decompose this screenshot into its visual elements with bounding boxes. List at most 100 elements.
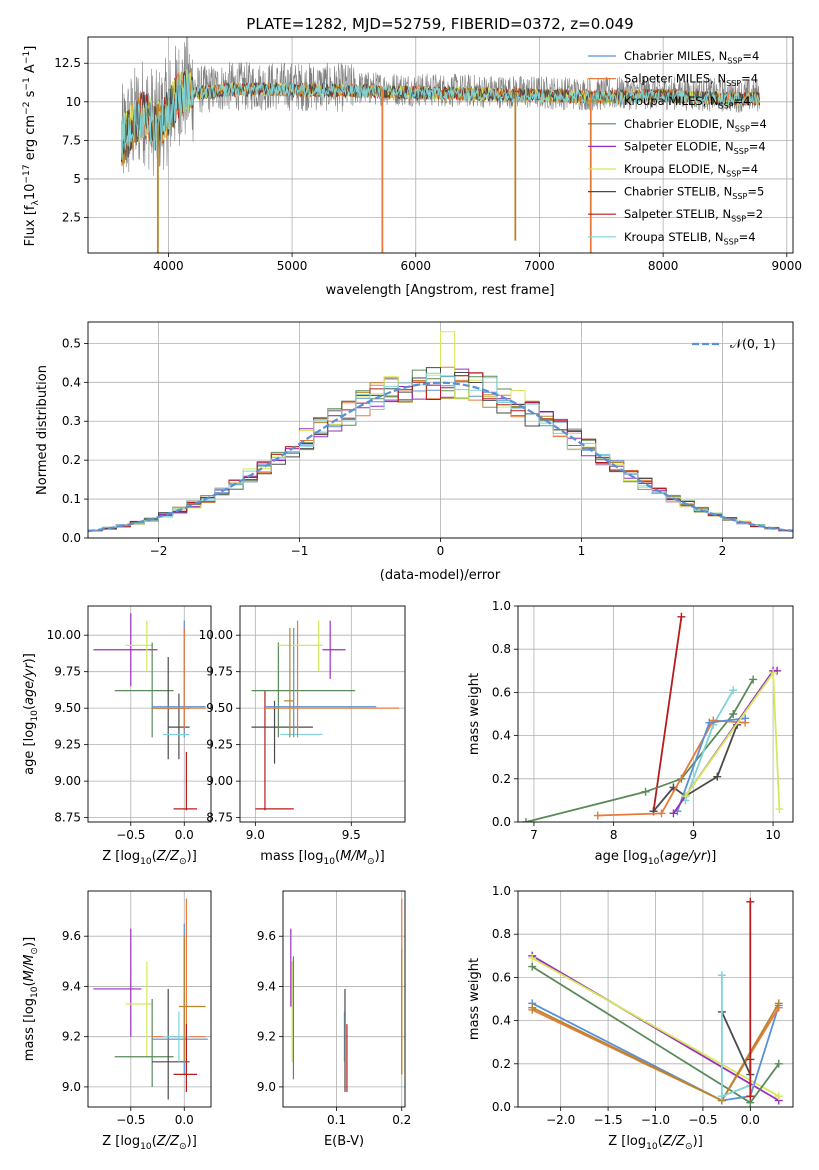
series-marker [769, 668, 778, 677]
series-line [531, 1002, 780, 1102]
x-axis-label: Z [log10​(Z/Z⊙​)] [608, 1134, 703, 1152]
y-tick-label: 9.00 [54, 774, 81, 788]
y-axis-label: Normed distribution [35, 365, 50, 495]
y-tick-label: 0.3 [62, 414, 81, 428]
y-tick-label: 9.00 [206, 774, 233, 788]
axes-frame [282, 890, 406, 1108]
axes-frame [87, 36, 794, 254]
series-marker [717, 971, 726, 980]
y-tick-label: 9.6 [62, 929, 81, 943]
y-tick-label: 0.2 [62, 453, 81, 467]
y-tick-label: 10.00 [199, 628, 233, 642]
axes-frame [517, 890, 794, 1108]
x-axis-label: Z [log10​(Z/Z⊙​)] [102, 849, 197, 867]
axes-frame [87, 605, 212, 823]
y-tick-label: 0.4 [492, 1014, 511, 1028]
y-tick-label: 7.5 [62, 133, 81, 147]
legend-label: Kroupa MILES, NSSP​=4 [624, 94, 751, 110]
plot-area-age_vs_mass [251, 620, 400, 811]
x-tick-label: 10 [765, 828, 780, 842]
plot-area-massweight_vs_age [521, 612, 784, 822]
x-tick-label: 0.0 [175, 828, 194, 842]
series-line [652, 724, 739, 812]
y-tick-label: 9.4 [62, 979, 81, 993]
series-marker [729, 710, 738, 718]
y-tick-label: 0.4 [62, 375, 81, 389]
x-axis-label: mass [log10​(M/M⊙​)] [260, 849, 384, 867]
legend-label: Kroupa STELIB, NSSP​=4 [624, 230, 756, 246]
x-tick-label: 2 [719, 544, 727, 558]
legend-label: Salpeter MILES, NSSP​=4 [624, 72, 758, 88]
x-tick-label: 9.5 [342, 828, 361, 842]
y-tick-label: 9.75 [54, 665, 81, 679]
x-axis-label: Z [log10​(Z/Z⊙​)] [102, 1134, 197, 1152]
y-tick-label: 0.0 [62, 531, 81, 545]
series-marker [669, 809, 678, 818]
x-tick-label: 1 [578, 544, 586, 558]
x-tick-label: 0.0 [741, 1113, 760, 1127]
y-tick-label: 9.6 [257, 929, 276, 943]
y-tick-label: 9.75 [206, 665, 233, 679]
legend-label: Kroupa ELODIE, NSSP​=4 [624, 162, 758, 178]
series-marker [677, 612, 686, 621]
x-tick-label: −0.5 [688, 1113, 717, 1127]
x-tick-label: 6000 [400, 259, 431, 273]
panel-massweight_vs_Z: −2.0 −1.5 −1.0 −0.5 0.0 0.0 0.2 0.4 0.6 0.8 1.0 Z [… [467, 884, 794, 1152]
series-marker [774, 1092, 783, 1101]
y-tick-label: 0.4 [492, 729, 511, 743]
y-tick-label: 1.0 [492, 884, 511, 898]
x-tick-label: −1.0 [641, 1113, 670, 1127]
panel-mass_vs_Z: −0.5 0.0 9.0 9.2 9.4 9.6 Z [log10​(Z/Z⊙​)] mass… [22, 890, 212, 1152]
y-tick-label: 0.8 [492, 642, 511, 656]
y-tick-label: 0.0 [492, 815, 511, 829]
x-tick-label: −2.0 [546, 1113, 575, 1127]
y-tick-label: 0.8 [492, 927, 511, 941]
y-tick-label: 0.0 [492, 1100, 511, 1114]
y-tick-label: 0.6 [492, 685, 511, 699]
legend-label: Chabrier MILES, NSSP​=4 [624, 49, 759, 65]
y-tick-label: 9.2 [62, 1030, 81, 1044]
series-marker [641, 787, 650, 796]
x-tick-label: 0.0 [175, 1113, 194, 1127]
series-marker [521, 818, 530, 822]
series-line [652, 616, 683, 812]
series-marker [746, 1092, 755, 1101]
series-marker [749, 675, 758, 684]
x-axis-label: age [log10​(age/yr)] [595, 849, 717, 867]
y-tick-label: 9.25 [206, 738, 233, 752]
plot-area-spectrum [120, 37, 761, 253]
panel-mass_vs_EBV: 0.1 0.2 9.0 9.2 9.4 9.6 E(B-V) [257, 890, 411, 1149]
plot-area-mass_vs_Z [93, 898, 208, 1100]
x-tick-label: 9.0 [246, 828, 265, 842]
series-marker [741, 714, 750, 723]
panel-age_vs_mass: 9.0 9.5 8.75 9.00 9.25 9.50 9.75 10.00 mass [log… [199, 605, 406, 867]
series-marker [729, 686, 738, 695]
x-tick-label: −2 [150, 544, 168, 558]
series-marker [593, 811, 602, 820]
x-tick-label: −1.5 [594, 1113, 623, 1127]
x-tick-label: 9 [690, 828, 698, 842]
y-axis-label: age [log10​(age/yr)] [22, 653, 40, 775]
y-axis-label: mass [log10​(M/M⊙​)] [22, 937, 40, 1061]
y-tick-label: 1.0 [492, 599, 511, 613]
legend-label: Chabrier STELIB, NSSP​=5 [624, 185, 764, 201]
axes-frame [517, 605, 794, 823]
axes-frame [87, 321, 794, 539]
y-tick-label: 0.2 [492, 772, 511, 786]
x-tick-label: 7000 [524, 259, 555, 273]
panel-residuals: −2 −1 0 1 2 0.0 0.1 0.2 0.3 0.4 0.5 𝒩(0, 1) (data-mo… [35, 321, 794, 583]
x-tick-label: −0.5 [116, 828, 145, 842]
spectrum-model-line [120, 69, 761, 161]
y-tick-label: 9.0 [62, 1080, 81, 1094]
y-tick-label: 8.75 [206, 811, 233, 825]
series-marker [774, 999, 783, 1008]
legend-label: Salpeter STELIB, NSSP​=2 [624, 207, 763, 223]
y-tick-label: 0.5 [62, 336, 81, 350]
series-marker [705, 718, 714, 727]
x-tick-label: 8 [610, 828, 618, 842]
series-marker [713, 772, 722, 781]
y-tick-label: 9.2 [257, 1030, 276, 1044]
y-tick-label: 0.2 [492, 1057, 511, 1071]
figure-title: PLATE=1282, MJD=52759, FIBERID=0372, z=0… [246, 15, 633, 33]
x-tick-label: −0.5 [116, 1113, 145, 1127]
